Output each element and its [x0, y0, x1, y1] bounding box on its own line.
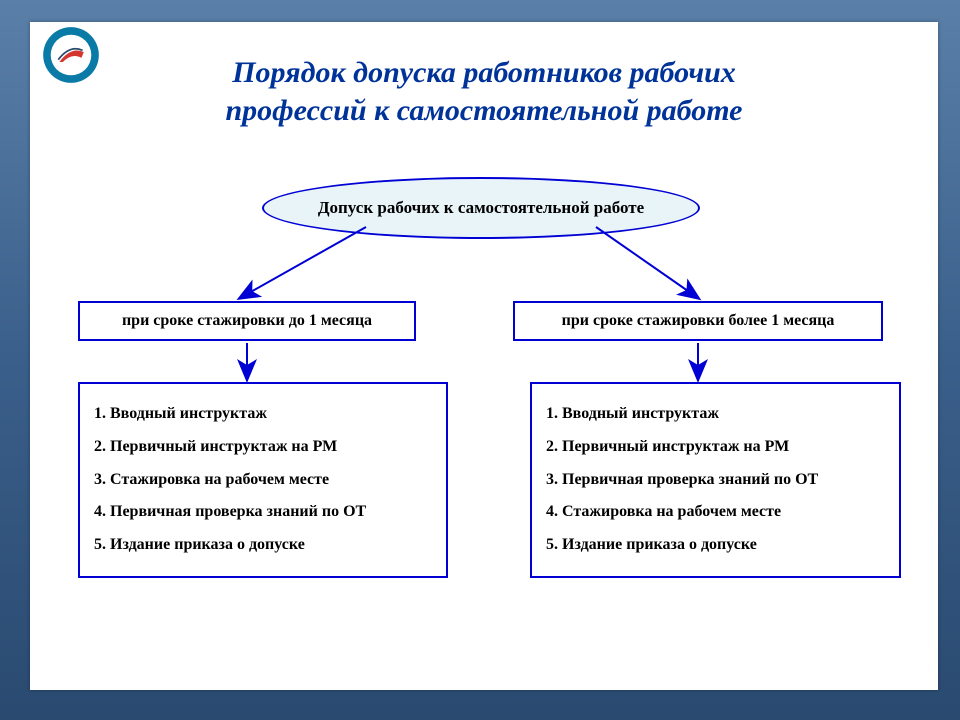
step: 4. Первичная проверка знаний по ОТ	[94, 496, 432, 529]
slide-title: Порядок допуска работников рабочих профе…	[80, 54, 888, 129]
step: 2. Первичный инструктаж на РМ	[546, 431, 885, 464]
step: 2. Первичный инструктаж на РМ	[94, 431, 432, 464]
root-label: Допуск рабочих к самостоятельной работе	[318, 198, 644, 218]
steps-right: 1. Вводный инструктаж 2. Первичный инстр…	[530, 382, 901, 578]
branch-right: при сроке стажировки более 1 месяца	[513, 301, 883, 341]
branch-left: при сроке стажировки до 1 месяца	[78, 301, 416, 341]
root-node: Допуск рабочих к самостоятельной работе	[262, 177, 700, 239]
arrow	[240, 227, 366, 298]
arrow	[596, 227, 698, 298]
step: 3. Стажировка на рабочем месте	[94, 464, 432, 497]
step: 5. Издание приказа о допуске	[94, 529, 432, 562]
slide-content: Порядок допуска работников рабочих профе…	[30, 22, 938, 690]
step: 1. Вводный инструктаж	[94, 398, 432, 431]
steps-left: 1. Вводный инструктаж 2. Первичный инстр…	[78, 382, 448, 578]
step: 5. Издание приказа о допуске	[546, 529, 885, 562]
title-line-1: Порядок допуска работников рабочих	[232, 56, 736, 89]
branch-right-label: при сроке стажировки более 1 месяца	[562, 312, 835, 330]
step: 4. Стажировка на рабочем месте	[546, 496, 885, 529]
step: 3. Первичная проверка знаний по ОТ	[546, 464, 885, 497]
branch-left-label: при сроке стажировки до 1 месяца	[122, 312, 372, 330]
step: 1. Вводный инструктаж	[546, 398, 885, 431]
title-line-2: профессий к самостоятельной работе	[226, 94, 743, 127]
